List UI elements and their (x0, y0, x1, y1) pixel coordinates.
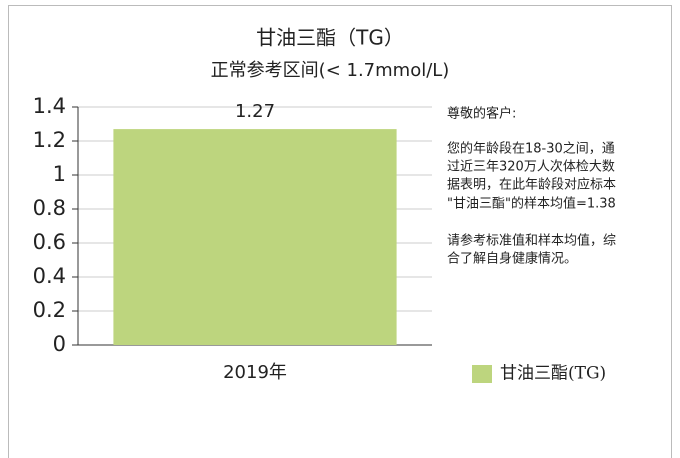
y-tick-label: 0.4 (33, 264, 66, 288)
note-line: 尊敬的客户: (447, 106, 516, 122)
y-tick-label: 1.2 (33, 128, 66, 152)
x-tick-label: 2019年 (223, 362, 287, 383)
note-line: 过近三年320万人次体检大数 (447, 159, 615, 175)
note-line: 请参考标准值和样本均值，综 (447, 233, 616, 249)
y-tick-label: 0.2 (33, 298, 66, 322)
chart-subtitle: 正常参考区间(< 1.7mmol/L) (211, 60, 450, 81)
note-line: 合了解自身健康情况。 (447, 251, 577, 267)
bar (113, 129, 397, 345)
y-tick-label: 1.4 (33, 94, 66, 118)
legend-swatch (472, 365, 492, 383)
y-tick-label: 0.8 (33, 196, 66, 220)
data-label: 1.27 (235, 101, 275, 122)
note-line: 您的年龄段在18-30之间，通 (447, 141, 615, 157)
note-line: 据表明，在此年龄段对应标本 (447, 177, 616, 193)
y-tick-label: 0 (53, 332, 66, 356)
panel-border (8, 5, 672, 458)
y-tick-label: 1 (53, 162, 66, 186)
y-tick-label: 0.6 (33, 230, 66, 254)
chart-title: 甘油三酯（TG） (256, 26, 404, 50)
legend-label: 甘油三酯(TG) (500, 364, 606, 384)
note-line: "甘油三酯"的样本均值=1.38 (447, 196, 616, 212)
